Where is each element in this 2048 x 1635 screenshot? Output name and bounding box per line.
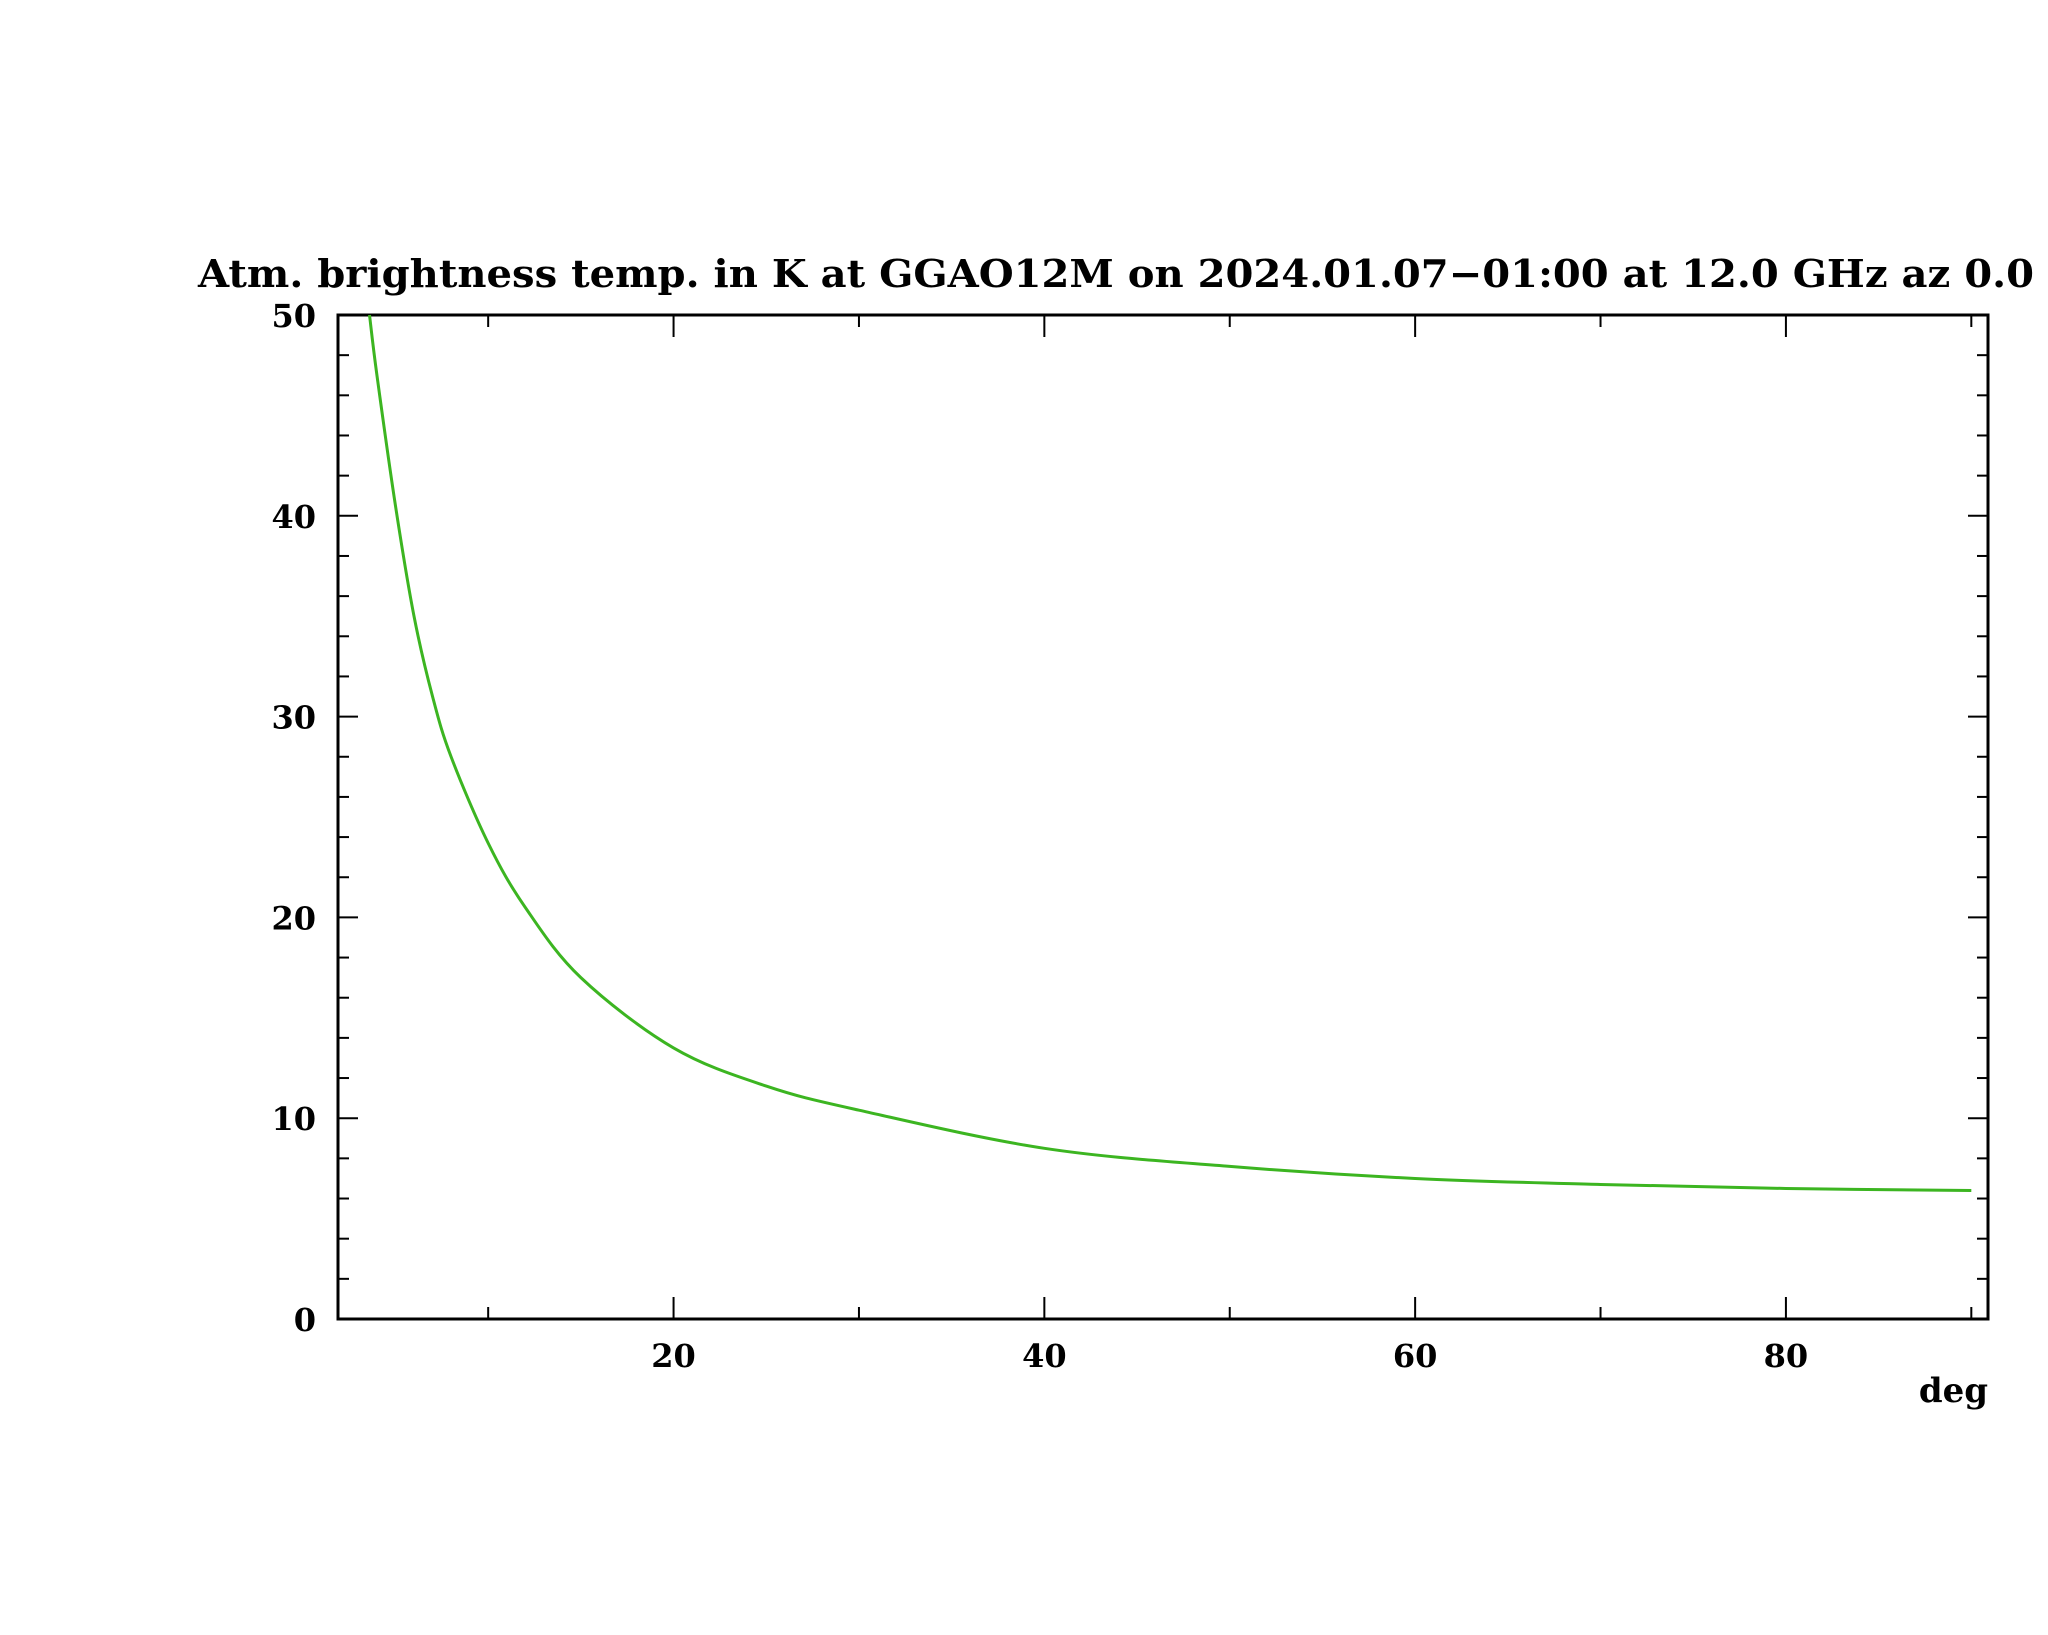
y-tick-label: 30 <box>271 699 316 737</box>
y-tick-label: 10 <box>271 1100 316 1138</box>
x-tick-label: 40 <box>1022 1337 1067 1375</box>
y-tick-label: 20 <box>271 899 316 937</box>
series-line <box>368 314 1972 1192</box>
y-tick-label: 40 <box>271 498 316 536</box>
chart-title: Atm. brightness temp. in K at GGAO12M on… <box>197 251 2034 296</box>
plot-frame <box>336 313 1990 1321</box>
y-tick-label: 50 <box>271 297 316 335</box>
x-axis-label: deg <box>1919 1371 1988 1411</box>
x-tick-label: 80 <box>1764 1337 1809 1375</box>
x-tick-label: 20 <box>651 1337 696 1375</box>
axes: 20 40 60 80 0 10 20 30 40 50 <box>271 297 1990 1375</box>
y-tick-label: 0 <box>294 1301 316 1339</box>
series-group <box>368 314 1972 1192</box>
x-tick-label: 60 <box>1393 1337 1438 1375</box>
